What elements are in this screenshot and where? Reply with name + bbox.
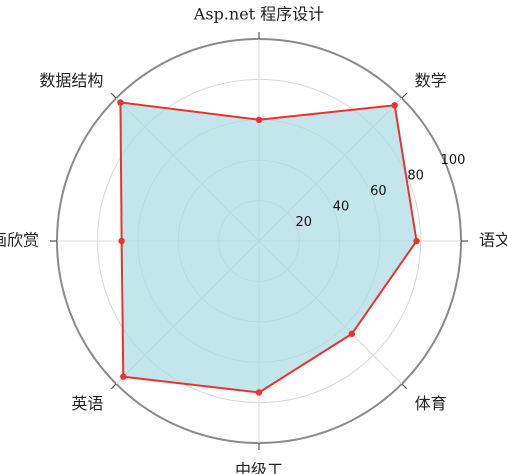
series-area <box>119 101 418 394</box>
axis-label: 动画欣赏 <box>0 231 39 250</box>
axis-tick-mark <box>110 383 117 390</box>
radial-tick-label: 20 <box>295 215 312 230</box>
data-point <box>348 330 356 338</box>
axis-label: 英语 <box>71 394 103 413</box>
data-point <box>391 102 398 109</box>
radar-series <box>117 99 420 396</box>
axis-label: 体育 <box>415 394 447 413</box>
axis-tick-mark <box>401 92 408 99</box>
data-point <box>255 389 263 396</box>
data-point <box>255 116 263 124</box>
radial-tick-label: 40 <box>333 200 350 215</box>
data-point <box>413 237 420 245</box>
radial-tick-label: 80 <box>407 169 424 184</box>
axis-label: 数据结构 <box>39 71 103 90</box>
data-point <box>118 237 125 245</box>
axis-label: 中级工 <box>235 461 283 474</box>
radial-tick-labels: 20 40 60 80 100 <box>295 153 465 230</box>
axis-label: 语文 <box>479 231 507 250</box>
radial-tick-label: 60 <box>370 184 387 199</box>
data-point <box>120 373 127 380</box>
data-point <box>117 99 124 106</box>
axis-labels: 语文 数学 Asp.net 程序设计数据结构动画欣赏英语中级工 体育 <box>0 5 507 474</box>
axis-label: Asp.net 程序设计 <box>193 5 324 24</box>
radial-tick-label: 100 <box>441 153 466 168</box>
axis-tick-mark <box>110 92 117 99</box>
axis-label: 数学 <box>415 71 447 90</box>
axis-tick-mark <box>401 383 408 390</box>
